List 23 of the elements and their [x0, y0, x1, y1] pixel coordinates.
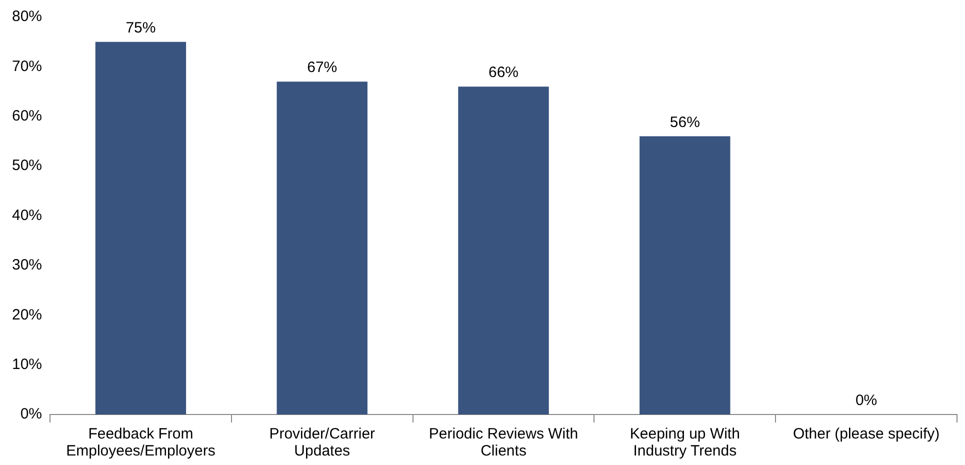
bar	[95, 42, 186, 414]
y-tick-label: 60%	[12, 108, 42, 125]
data-label: 56%	[670, 114, 700, 131]
y-tick-label: 30%	[12, 256, 42, 274]
y-tick-label: 10%	[12, 356, 42, 373]
bar	[276, 82, 368, 414]
data-label: 66%	[488, 64, 519, 82]
y-tick-label: 20%	[12, 306, 42, 324]
data-label: 67%	[307, 59, 338, 76]
y-tick-label: 0%	[20, 406, 42, 423]
data-label: 0%	[855, 392, 878, 410]
bar	[458, 86, 549, 414]
x-tick-label: Feedback From Employees/Employers	[66, 425, 216, 460]
data-label: 75%	[126, 19, 156, 36]
y-tick-label: 70%	[12, 58, 42, 75]
x-tick-label: Other (please specify)	[792, 425, 940, 442]
y-tick-label: 80%	[12, 8, 42, 26]
y-tick-label: 50%	[12, 157, 42, 174]
bar	[640, 136, 730, 414]
x-tick-label: Periodic Reviews With Clients	[428, 425, 578, 460]
x-tick-label: Provider/Carrier Updates	[269, 425, 376, 460]
y-tick-label: 40%	[12, 206, 42, 224]
x-tick-label: Keeping up With Industry Trends	[630, 425, 740, 460]
